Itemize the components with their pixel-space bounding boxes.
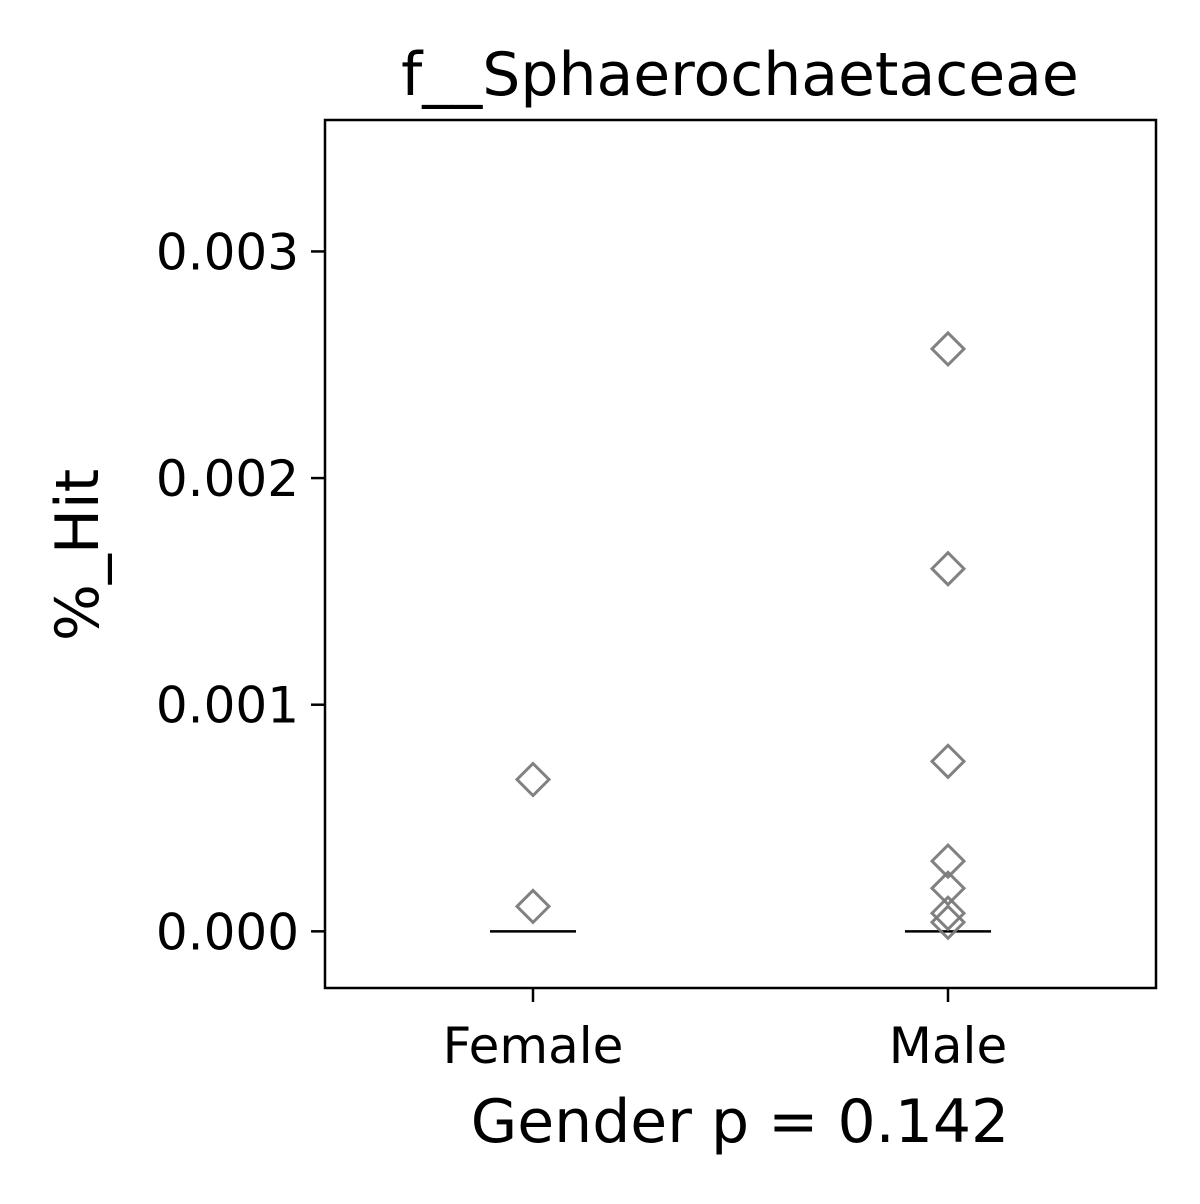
y-axis-title: %_Hit [43, 469, 113, 641]
y-tick-label: 0.001 [156, 677, 299, 735]
y-tick-label: 0.003 [156, 223, 299, 281]
data-point [514, 761, 552, 798]
plot-area: 0.000 0.001 0.002 0.003 Female Male [156, 118, 1158, 1075]
plot-frame [323, 118, 1158, 990]
data-point [929, 550, 967, 587]
data-point [929, 842, 967, 880]
data-point [929, 904, 967, 941]
x-tick-label: Male [889, 1017, 1007, 1075]
data-point [929, 330, 967, 368]
x-axis-title: Gender p = 0.142 [471, 1087, 1009, 1157]
y-tick-label: 0.000 [156, 903, 299, 961]
y-tick-label: 0.002 [156, 450, 299, 508]
x-tick-label: Female [443, 1017, 624, 1075]
chart-title: f__Sphaerochaetaceae [401, 40, 1079, 110]
data-point [929, 743, 967, 780]
data-point [929, 895, 967, 932]
data-point [514, 888, 552, 925]
